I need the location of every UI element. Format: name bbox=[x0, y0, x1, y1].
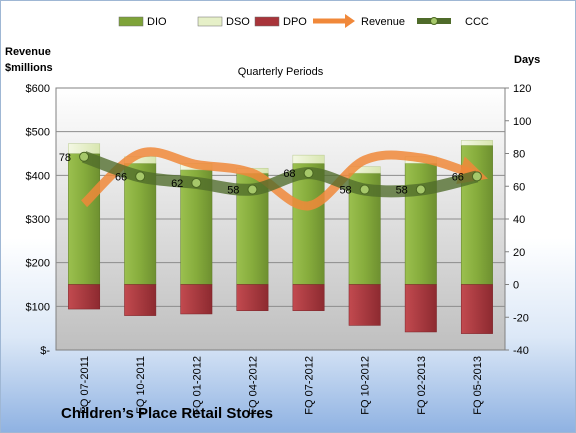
dpo-bar bbox=[124, 284, 157, 316]
category-label: FQ 07-2012 bbox=[304, 356, 316, 415]
ccc-point bbox=[303, 168, 314, 179]
right-tick-label: 100 bbox=[513, 116, 531, 128]
left-tick-label: $300 bbox=[26, 214, 50, 226]
ccc-point bbox=[135, 171, 146, 182]
ccc-point bbox=[359, 184, 370, 195]
category-label: FQ 07-2011 bbox=[79, 356, 91, 414]
dio-bar bbox=[460, 145, 493, 285]
ccc-data-label: 78 bbox=[59, 152, 71, 164]
dpo-bar bbox=[68, 284, 101, 310]
legend-label: DPO bbox=[283, 16, 307, 28]
legend-swatch bbox=[430, 17, 438, 25]
dpo-bar bbox=[180, 284, 213, 315]
right-tick-label: 20 bbox=[513, 247, 525, 259]
dio-bar bbox=[404, 163, 437, 285]
ccc-data-label: 58 bbox=[339, 185, 351, 197]
left-axis-title: $millions bbox=[5, 62, 53, 74]
legend-label: DSO bbox=[226, 16, 250, 28]
dso-bar bbox=[292, 154, 325, 164]
left-tick-label: $- bbox=[40, 345, 50, 357]
ccc-data-label: 66 bbox=[452, 171, 464, 183]
revenue-line bbox=[80, 147, 488, 211]
ccc-point bbox=[471, 171, 482, 182]
dio-bar bbox=[68, 153, 101, 285]
category-label: FQ 10-2011 bbox=[135, 356, 147, 414]
ccc-point bbox=[191, 177, 202, 188]
dpo-bar bbox=[348, 284, 381, 326]
company-name: Children’s Place Retail Stores bbox=[61, 405, 274, 422]
right-tick-label: 40 bbox=[513, 214, 525, 226]
category-label: FQ 02-2013 bbox=[416, 356, 428, 415]
category-label: FQ 05-2013 bbox=[472, 356, 484, 415]
dio-bar bbox=[292, 163, 325, 285]
right-tick-label: 120 bbox=[513, 83, 531, 95]
ccc-data-label: 58 bbox=[396, 185, 408, 197]
right-axis-title: Days bbox=[514, 54, 540, 66]
left-tick-label: $500 bbox=[26, 127, 50, 139]
ccc-point bbox=[247, 184, 258, 195]
left-tick-label: $400 bbox=[26, 170, 50, 182]
ccc-point bbox=[79, 151, 90, 162]
right-tick-label: -20 bbox=[513, 312, 529, 324]
legend-swatch bbox=[118, 16, 144, 27]
legend-label: Revenue bbox=[361, 16, 405, 28]
category-label: FQ 04-2012 bbox=[247, 356, 259, 415]
left-tick-label: $600 bbox=[26, 83, 50, 95]
dpo-bar bbox=[292, 284, 325, 311]
ccc-data-label: 66 bbox=[115, 171, 127, 183]
right-tick-label: 0 bbox=[513, 280, 519, 292]
ccc-data-label: 68 bbox=[283, 168, 295, 180]
left-tick-label: $100 bbox=[26, 301, 50, 313]
ccc-data-label: 62 bbox=[171, 178, 183, 190]
category-label: FQ 01-2012 bbox=[191, 356, 203, 415]
left-tick-label: $200 bbox=[26, 258, 50, 270]
legend-label: DIO bbox=[147, 16, 167, 28]
ccc-point bbox=[415, 184, 426, 195]
ccc-data-label: 58 bbox=[227, 185, 239, 197]
category-label: FQ 10-2012 bbox=[360, 356, 372, 415]
dpo-bar bbox=[460, 284, 493, 334]
dso-bar bbox=[460, 140, 493, 146]
legend-label: CCC bbox=[465, 16, 489, 28]
left-axis-title: Revenue bbox=[5, 46, 51, 58]
legend-swatch bbox=[345, 14, 355, 28]
right-tick-label: -40 bbox=[513, 345, 529, 357]
dpo-bar bbox=[404, 284, 437, 333]
dpo-bar bbox=[236, 284, 269, 311]
right-tick-label: 80 bbox=[513, 149, 525, 161]
legend-swatch bbox=[197, 16, 223, 27]
legend-swatch bbox=[254, 16, 280, 27]
chart-title: Quarterly Periods bbox=[238, 66, 324, 78]
right-tick-label: 60 bbox=[513, 181, 525, 193]
